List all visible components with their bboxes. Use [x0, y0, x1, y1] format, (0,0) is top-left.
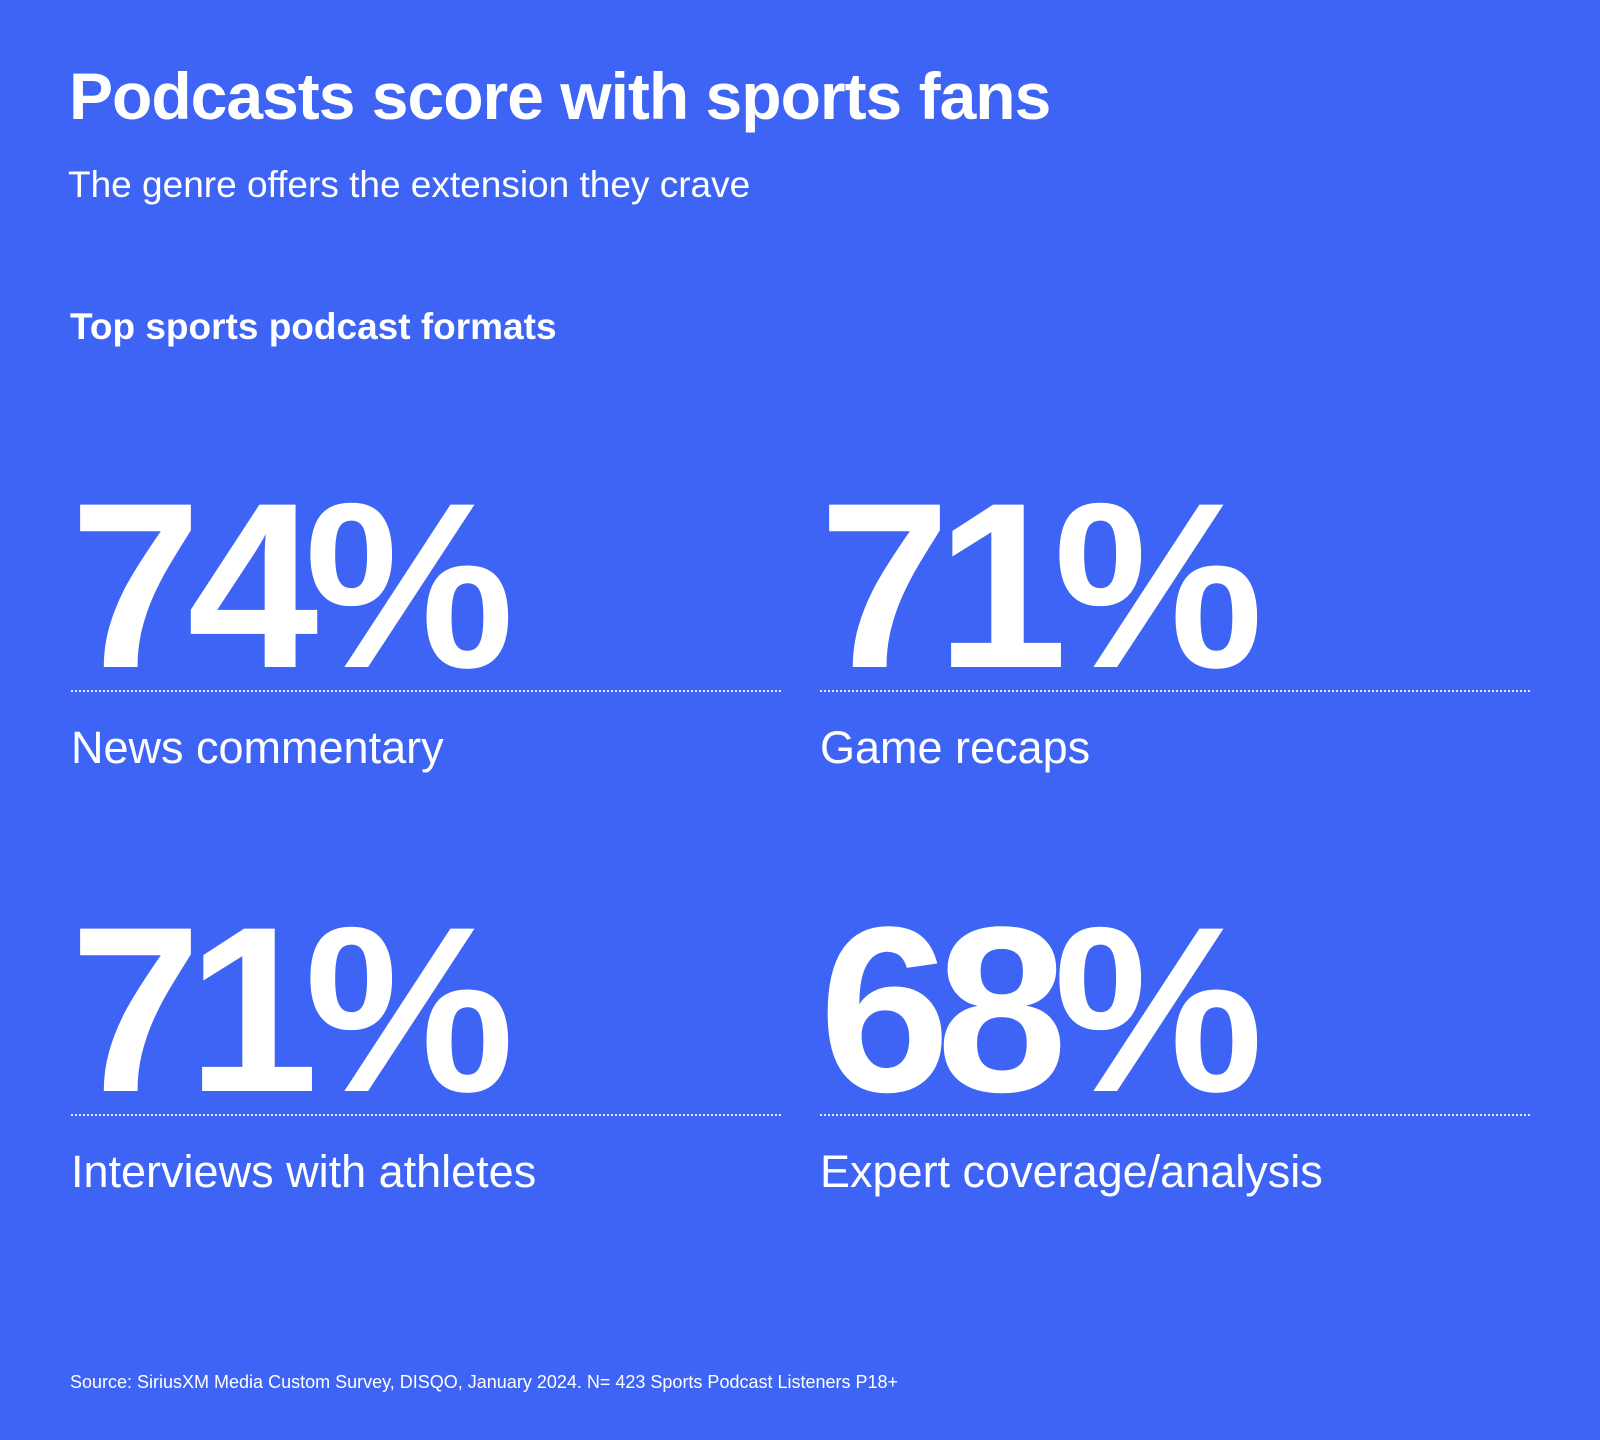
divider: [71, 690, 781, 692]
stat-value: 71%: [819, 454, 1263, 718]
stat-value: 71%: [70, 878, 514, 1142]
title: Podcasts score with sports fans: [69, 59, 1051, 133]
stat-value: 68%: [819, 878, 1263, 1142]
divider: [71, 1114, 781, 1116]
stat-card: 71% Game recaps: [819, 468, 1531, 808]
source-note: Source: SiriusXM Media Custom Survey, DI…: [70, 1372, 899, 1392]
stat-label: Game recaps: [820, 722, 1091, 773]
stat-label: News commentary: [71, 722, 444, 773]
stat-card: 74% News commentary: [70, 468, 782, 808]
stat-card: 68% Expert coverage/analysis: [819, 892, 1531, 1232]
divider: [820, 1114, 1530, 1116]
section-title: Top sports podcast formats: [70, 306, 557, 347]
subtitle: The genre offers the extension they crav…: [68, 164, 751, 205]
stat-label: Interviews with athletes: [71, 1146, 537, 1197]
divider: [820, 690, 1530, 692]
stat-card: 71% Interviews with athletes: [70, 892, 782, 1232]
stat-value: 74%: [70, 454, 514, 718]
stat-label: Expert coverage/analysis: [820, 1146, 1323, 1197]
